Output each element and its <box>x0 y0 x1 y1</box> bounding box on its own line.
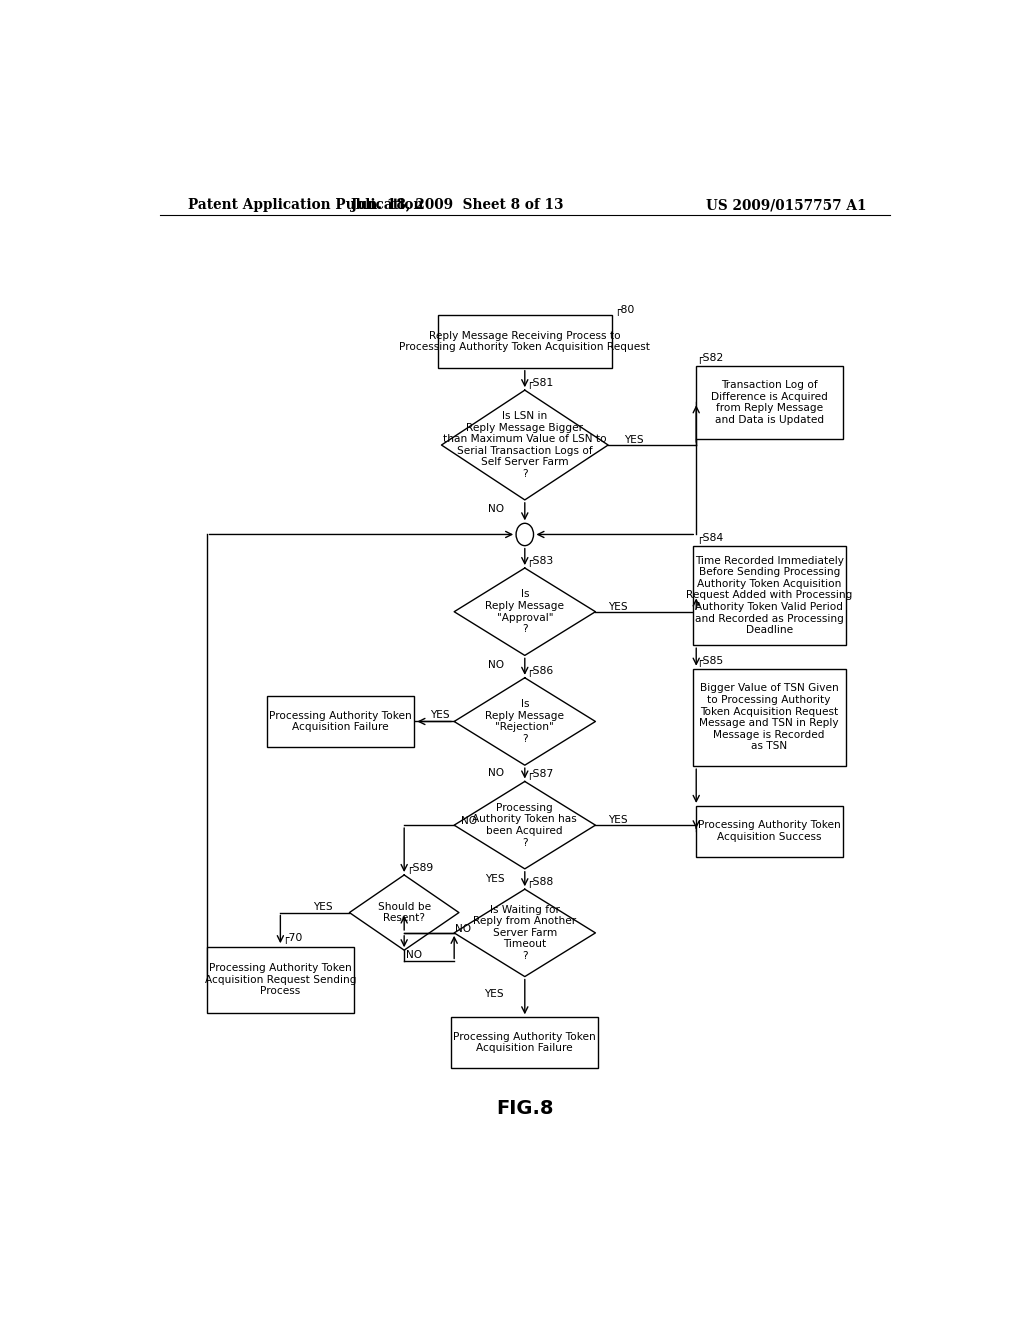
Text: NO: NO <box>488 768 504 779</box>
Text: Transaction Log of
Difference is Acquired
from Reply Message
and Data is Updated: Transaction Log of Difference is Acquire… <box>711 380 827 425</box>
Text: Is
Reply Message
"Approval"
?: Is Reply Message "Approval" ? <box>485 589 564 634</box>
FancyBboxPatch shape <box>437 315 612 368</box>
Text: Processing
Authority Token has
been Acquired
?: Processing Authority Token has been Acqu… <box>472 803 578 847</box>
Text: YES: YES <box>313 903 333 912</box>
Text: YES: YES <box>430 710 450 721</box>
Text: NO: NO <box>406 950 422 960</box>
Text: ┌S86: ┌S86 <box>526 665 554 677</box>
Text: YES: YES <box>624 436 644 445</box>
Text: FIG.8: FIG.8 <box>496 1100 554 1118</box>
Text: YES: YES <box>484 989 504 999</box>
FancyBboxPatch shape <box>696 805 843 857</box>
Text: ┌S87: ┌S87 <box>526 770 554 780</box>
FancyBboxPatch shape <box>696 366 843 440</box>
Text: NO: NO <box>461 816 477 826</box>
Text: YES: YES <box>608 602 628 611</box>
FancyBboxPatch shape <box>207 946 353 1012</box>
Text: Processing Authority Token
Acquisition Failure: Processing Authority Token Acquisition F… <box>454 1032 596 1053</box>
Text: Bigger Value of TSN Given
to Processing Authority
Token Acquisition Request
Mess: Bigger Value of TSN Given to Processing … <box>699 684 839 751</box>
Text: ┌70: ┌70 <box>282 933 302 944</box>
Text: Jun. 18, 2009  Sheet 8 of 13: Jun. 18, 2009 Sheet 8 of 13 <box>351 198 563 213</box>
Text: ┌80: ┌80 <box>613 305 634 315</box>
Text: YES: YES <box>608 814 628 825</box>
FancyBboxPatch shape <box>692 545 846 645</box>
Text: Reply Message Receiving Process to
Processing Authority Token Acquisition Reques: Reply Message Receiving Process to Proce… <box>399 330 650 352</box>
Text: Should be
Resent?: Should be Resent? <box>378 902 431 924</box>
Text: Time Recorded Immediately
Before Sending Processing
Authority Token Acquisition
: Time Recorded Immediately Before Sending… <box>686 556 852 635</box>
Text: Patent Application Publication: Patent Application Publication <box>187 198 423 213</box>
Text: Processing Authority Token
Acquisition Failure: Processing Authority Token Acquisition F… <box>269 710 412 733</box>
Text: YES: YES <box>485 874 505 884</box>
Text: ┌S84: ┌S84 <box>696 532 724 544</box>
Text: ┌S85: ┌S85 <box>696 656 724 667</box>
Text: Processing Authority Token
Acquisition Request Sending
Process: Processing Authority Token Acquisition R… <box>205 964 356 997</box>
Text: Is LSN in
Reply Message Bigger
than Maximum Value of LSN to
Serial Transaction L: Is LSN in Reply Message Bigger than Maxi… <box>443 411 606 479</box>
FancyBboxPatch shape <box>692 669 846 766</box>
FancyBboxPatch shape <box>452 1018 598 1068</box>
FancyBboxPatch shape <box>267 696 414 747</box>
Text: NO: NO <box>488 660 504 669</box>
Text: US 2009/0157757 A1: US 2009/0157757 A1 <box>706 198 866 213</box>
Text: ┌S82: ┌S82 <box>696 352 724 364</box>
Text: Is Waiting for
Reply from Another
Server Farm
Timeout
?: Is Waiting for Reply from Another Server… <box>473 904 577 961</box>
Text: Processing Authority Token
Acquisition Success: Processing Authority Token Acquisition S… <box>697 821 841 842</box>
Text: ┌S81: ┌S81 <box>526 378 554 389</box>
Text: NO: NO <box>455 924 471 933</box>
Text: NO: NO <box>488 504 504 513</box>
Text: ┌S89: ┌S89 <box>406 863 433 874</box>
Text: Is
Reply Message
"Rejection"
?: Is Reply Message "Rejection" ? <box>485 700 564 744</box>
Text: ┌S88: ┌S88 <box>526 878 554 888</box>
Circle shape <box>516 523 534 545</box>
Text: ┌S83: ┌S83 <box>526 556 554 568</box>
